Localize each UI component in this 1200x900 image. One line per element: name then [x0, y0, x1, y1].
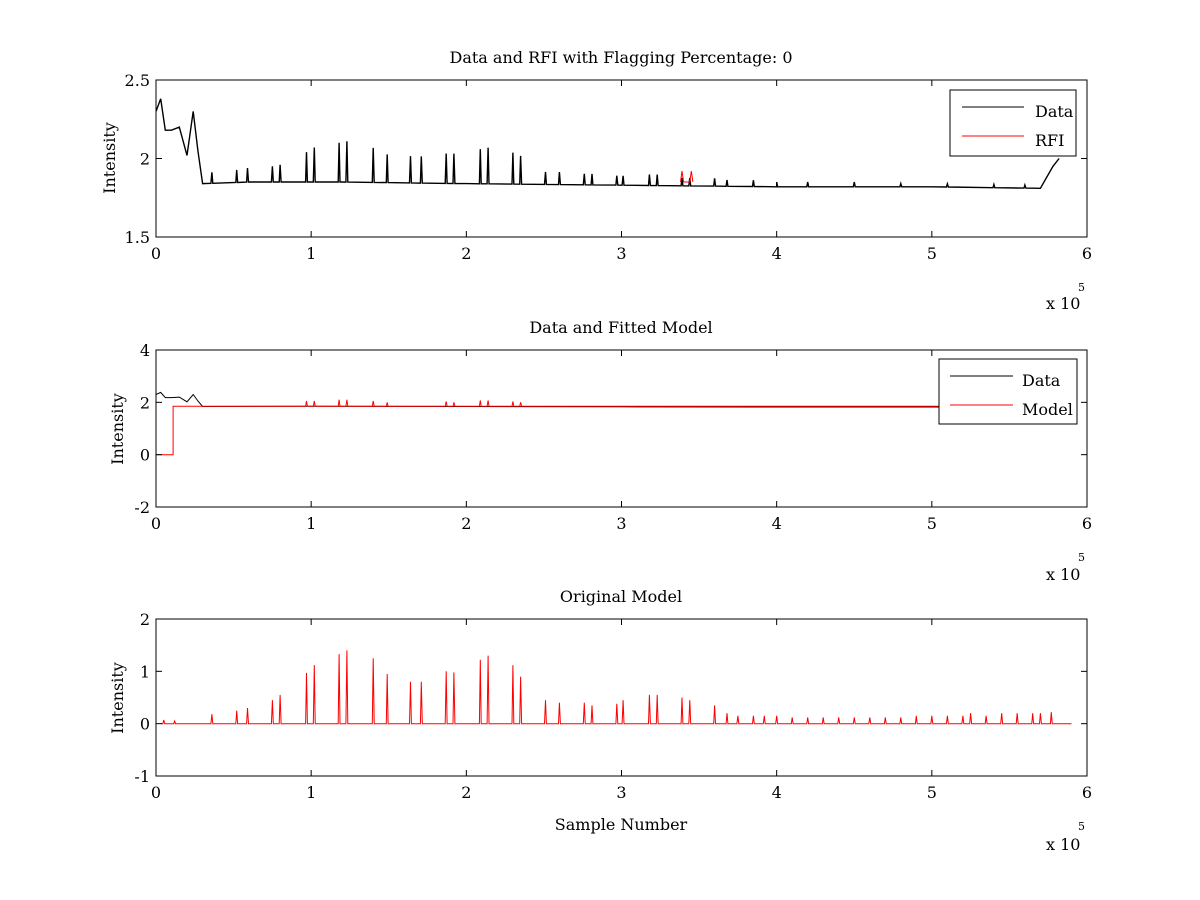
x-tick-label: 4 — [772, 244, 782, 263]
legend-box — [938, 358, 1078, 425]
y-tick-label: 2.5 — [125, 71, 150, 90]
x-tick-label: 4 — [772, 783, 782, 802]
plot-title: Data and RFI with Flagging Percentage: 0 — [449, 48, 792, 67]
y-tick-label: 4 — [140, 341, 150, 360]
plot-area — [156, 619, 1087, 776]
x-tick-label: 2 — [461, 244, 471, 263]
y-tick-label: 0 — [140, 446, 150, 465]
y-tick-label: -2 — [134, 498, 150, 517]
series-line-series — [160, 650, 1072, 725]
x-exponent-base: x 10 — [1046, 294, 1080, 313]
y-tick-label: 2 — [140, 610, 150, 629]
legend: Data Model — [938, 358, 1078, 425]
x-tick-label: 3 — [616, 514, 626, 533]
series-line-rfi — [680, 171, 694, 183]
x-tick-label: 5 — [927, 514, 937, 533]
y-tick-label: 1 — [140, 662, 150, 681]
x-tick-label: 6 — [1082, 783, 1092, 802]
x-tick-label: 6 — [1082, 244, 1092, 263]
x-tick-label: 1 — [306, 244, 316, 263]
series-group — [156, 98, 1060, 190]
series-line-model — [156, 399, 1056, 456]
plot-title: Data and Fitted Model — [529, 318, 712, 337]
series-line-data — [156, 391, 1057, 408]
legend-label-data: Data — [1022, 371, 1061, 390]
y-tick-label: 0 — [140, 715, 150, 734]
x-tick-label: 4 — [772, 514, 782, 533]
x-exponent-power: 5 — [1078, 820, 1085, 833]
subplot-2: Data and Fitted Model Intensity x 10 5 0… — [108, 318, 1092, 584]
plot-area — [156, 80, 1087, 237]
subplot-3: Original Model Intensity Sample Number x… — [108, 587, 1092, 854]
x-exponent-base: x 10 — [1046, 835, 1080, 854]
x-tick-label: 5 — [927, 783, 937, 802]
x-axis-label: Sample Number — [555, 815, 688, 834]
series-group — [156, 391, 1057, 456]
y-tick-label: 2 — [140, 393, 150, 412]
legend-label-data: Data — [1035, 102, 1074, 121]
x-tick-label: 6 — [1082, 514, 1092, 533]
x-exponent-base: x 10 — [1046, 565, 1080, 584]
y-tick-label: 2 — [140, 150, 150, 169]
x-tick-label: 1 — [306, 783, 316, 802]
plot-title: Original Model — [560, 587, 682, 606]
series-line-data — [156, 98, 1060, 190]
plot-area — [156, 350, 1087, 507]
subplot-1: Data and RFI with Flagging Percentage: 0… — [100, 48, 1092, 313]
legend: Data RFI — [949, 89, 1077, 157]
x-tick-label: 5 — [927, 244, 937, 263]
y-axis-label: Intensity — [108, 393, 127, 465]
x-tick-label: 0 — [151, 514, 161, 533]
x-tick-label: 2 — [461, 783, 471, 802]
legend-label-rfi: RFI — [1035, 131, 1064, 150]
series-group — [160, 650, 1072, 725]
x-exponent-power: 5 — [1078, 551, 1085, 564]
x-tick-label: 0 — [151, 244, 161, 263]
x-tick-label: 3 — [616, 244, 626, 263]
x-exponent-power: 5 — [1078, 281, 1085, 294]
x-tick-label: 1 — [306, 514, 316, 533]
x-tick-label: 2 — [461, 514, 471, 533]
x-tick-label: 0 — [151, 783, 161, 802]
y-axis-label: Intensity — [108, 662, 127, 734]
legend-label-model: Model — [1022, 400, 1073, 419]
y-tick-label: 1.5 — [125, 228, 150, 247]
y-axis-label: Intensity — [100, 122, 119, 194]
y-tick-label: -1 — [134, 767, 150, 786]
x-tick-label: 3 — [616, 783, 626, 802]
legend-box — [949, 89, 1077, 157]
